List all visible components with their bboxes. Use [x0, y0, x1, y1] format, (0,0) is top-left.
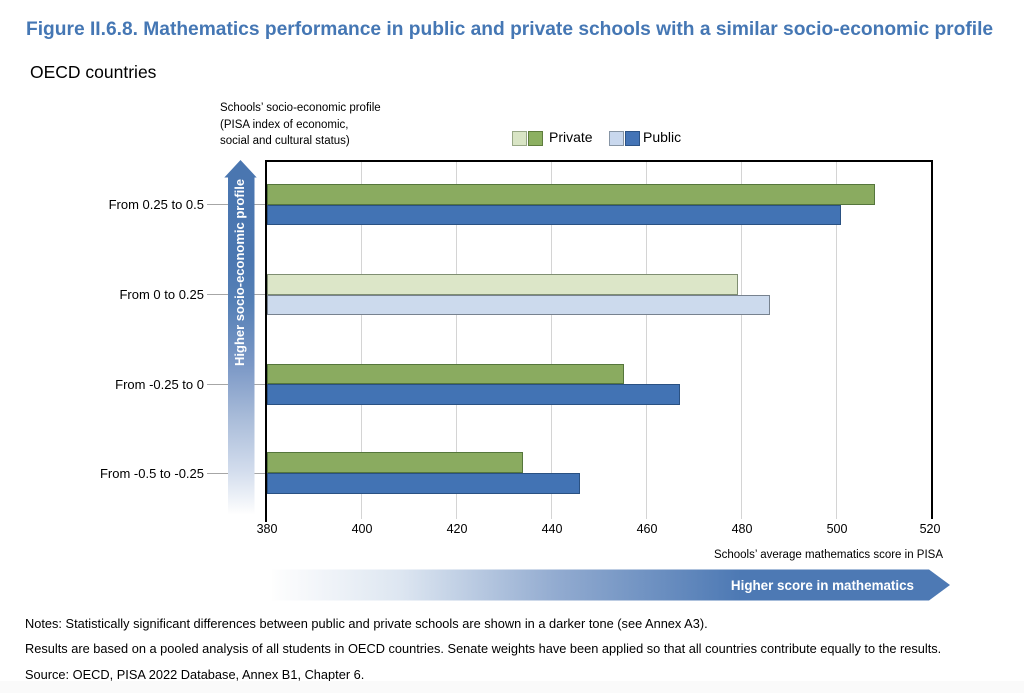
svg-text:Higher socio-economic profile: Higher socio-economic profile — [232, 179, 247, 366]
svg-text:Higher score in mathematics: Higher score in mathematics — [731, 578, 914, 593]
